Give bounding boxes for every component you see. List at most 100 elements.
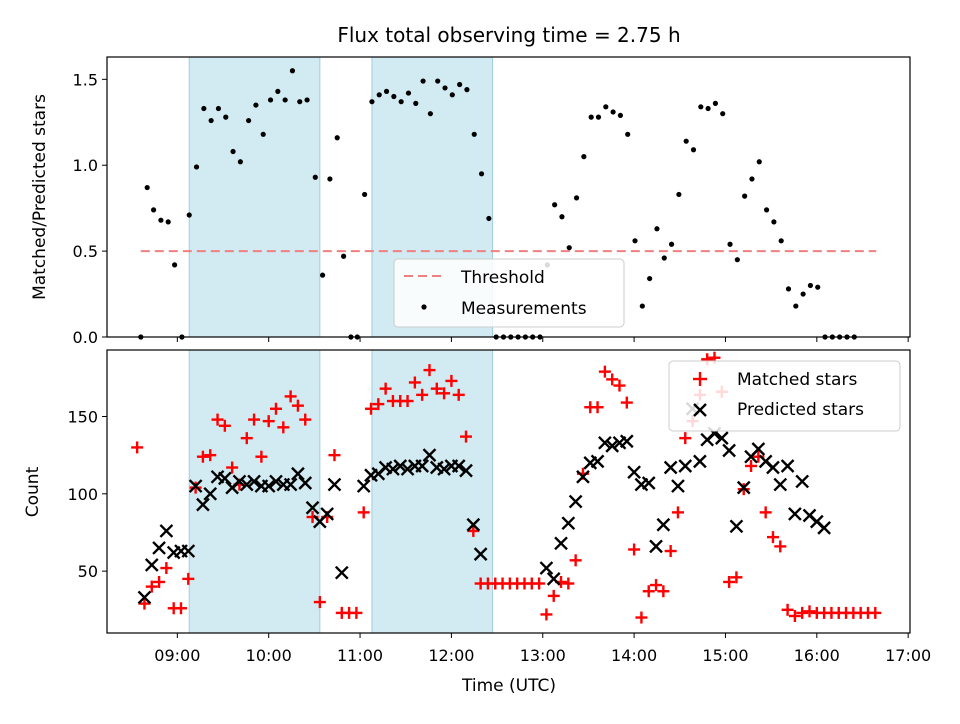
predicted-stars-point	[393, 459, 408, 473]
matched-stars-point	[401, 395, 414, 408]
matched-stars-point	[671, 506, 684, 519]
measurement-point	[727, 241, 733, 247]
matched-stars-point	[226, 461, 239, 474]
legend-predicted-label: Predicted stars	[737, 400, 864, 420]
matched-stars-point	[430, 382, 443, 395]
predicted-stars-point	[451, 459, 466, 473]
predicted-stars-point	[714, 431, 729, 445]
x-tick-label: 12:00	[428, 646, 474, 665]
measurement-point	[442, 85, 448, 91]
predicted-stars-point	[269, 474, 283, 489]
predicted-stars-point	[766, 460, 780, 475]
bottom-plot-frame	[106, 349, 911, 634]
measurement-point	[734, 257, 740, 263]
measurement-point	[749, 176, 755, 182]
matched-stars-point	[438, 387, 451, 400]
matched-stars-point	[745, 459, 758, 472]
measurement-point	[690, 147, 697, 153]
measurement-point	[698, 104, 704, 110]
matched-stars-point	[664, 545, 677, 558]
matched-stars-point	[174, 602, 187, 615]
measurement-point	[413, 100, 419, 106]
predicted-stars-point	[598, 435, 612, 450]
chart-title: Flux total observing time = 2.75 h	[337, 23, 680, 47]
predicted-stars-point	[678, 459, 693, 473]
measurement-point	[304, 97, 310, 103]
predicted-stars-point	[788, 507, 802, 521]
matched-stars-point	[350, 606, 363, 619]
predicted-stars-point	[641, 476, 656, 490]
matched-stars-point	[313, 596, 326, 609]
predicted-stars-point	[649, 539, 663, 554]
predicted-stars-point	[137, 590, 152, 605]
measurement-point	[676, 191, 682, 198]
matched-stars-point	[774, 540, 787, 553]
predicted-stars-point	[671, 479, 685, 493]
predicted-stars-point	[188, 479, 203, 493]
measurement-point	[756, 159, 762, 165]
predicted-stars-point	[298, 476, 313, 490]
measurement-point	[158, 217, 164, 223]
predicted-stars-point	[422, 448, 437, 463]
measurement-point	[201, 105, 207, 112]
matched-stars-point	[379, 382, 392, 395]
measurement-point	[383, 88, 390, 94]
measurement-point	[297, 99, 303, 105]
matched-stars-point	[211, 413, 224, 426]
matched-stars-point	[196, 450, 209, 463]
measurement-point	[573, 195, 580, 201]
predicted-stars-point	[327, 477, 342, 492]
matched-stars-point	[606, 373, 619, 386]
matched-stars-point	[204, 449, 217, 462]
predicted-stars-point	[663, 460, 678, 475]
matched-stars-point	[569, 554, 582, 567]
measurement-point	[807, 282, 814, 289]
measurement-point	[289, 68, 296, 74]
measurement-point	[647, 275, 653, 282]
matched-stars-point	[145, 580, 158, 593]
matched-stars-point	[372, 398, 385, 411]
predicted-stars-point	[722, 443, 736, 458]
measurement-point	[705, 105, 711, 112]
measurement-point	[464, 87, 470, 93]
matched-stars-point	[657, 585, 670, 598]
matched-stars-point	[299, 413, 312, 426]
measurement-point	[552, 202, 558, 208]
matched-stars-point	[131, 441, 144, 454]
matched-stars-point	[255, 450, 268, 463]
predicted-stars-point	[656, 517, 671, 532]
predicted-stars-point	[473, 547, 488, 561]
matched-stars-point	[284, 390, 297, 403]
measurement-point	[486, 215, 492, 222]
matched-stars-point	[650, 579, 663, 592]
predicted-stars-point	[159, 524, 174, 538]
measurement-point	[778, 238, 784, 244]
x-tick-label: 10:00	[246, 646, 292, 665]
predicted-stars-point	[773, 477, 788, 492]
predicted-stars-point	[751, 442, 766, 456]
measurement-point	[334, 135, 340, 141]
legend-threshold-label: Threshold	[460, 268, 545, 288]
matched-stars-point	[723, 575, 736, 588]
predicted-stars-point	[144, 558, 159, 572]
measurement-point	[588, 114, 594, 120]
predicted-stars-point	[627, 465, 641, 480]
matched-stars-point	[679, 432, 692, 445]
matched-stars-point	[240, 432, 253, 445]
measurement-point	[427, 111, 433, 117]
measurement-point	[457, 81, 463, 88]
matched-stars-point	[803, 605, 816, 618]
x-tick-label: 14:00	[611, 646, 657, 665]
measurement-point	[230, 148, 236, 155]
predicted-stars-point	[181, 544, 196, 558]
measurement-point	[815, 284, 821, 290]
measurement-point	[341, 253, 347, 259]
measurement-point	[208, 117, 214, 124]
x-tick-label: 15:00	[702, 646, 748, 665]
y-tick-label: 1.5	[73, 70, 98, 89]
predicted-stars-point	[568, 494, 583, 509]
matched-stars-point	[445, 374, 458, 387]
top-panel: 0.0 0.5 1.0 1.5 Matched/Predicted stars Thr…	[30, 56, 911, 347]
predicted-stars-point	[203, 486, 218, 501]
predicted-stars-point	[239, 477, 254, 492]
